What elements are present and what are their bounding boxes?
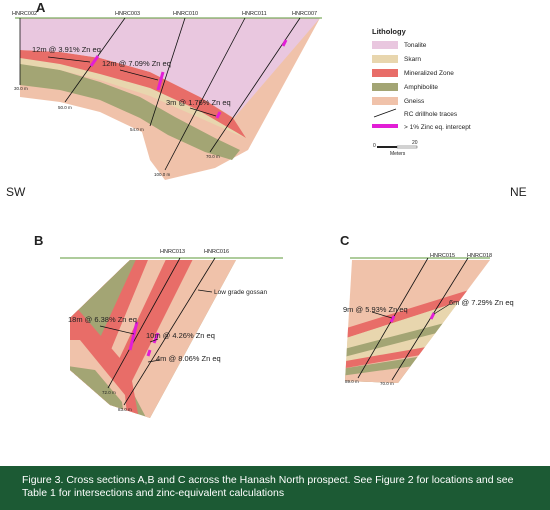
drillhole bbox=[149, 17, 186, 127]
drillhole bbox=[391, 257, 469, 381]
hole-name: HNRC018 bbox=[467, 253, 492, 259]
hole-name: HNRC007 bbox=[292, 11, 317, 17]
scale-unit: Meters bbox=[390, 151, 406, 157]
leader bbox=[197, 289, 213, 293]
hole-name: HNRC011 bbox=[242, 11, 267, 17]
legend-item: Amphibolite bbox=[404, 84, 438, 91]
intercept-label: 3m @ 1.76% Zn eq bbox=[166, 98, 231, 107]
intercept-label: 9m @ 5.93% Zn eq bbox=[343, 305, 408, 314]
hole-name: HNRC003 bbox=[115, 11, 140, 17]
intercept bbox=[152, 332, 160, 344]
legend-item: RC drillhole traces bbox=[404, 111, 458, 118]
legend-swatch bbox=[372, 124, 398, 128]
drillhole bbox=[164, 17, 246, 171]
skarn bbox=[20, 56, 246, 138]
legend-title: Lithology bbox=[372, 27, 407, 36]
leader bbox=[149, 338, 159, 343]
panel-label: C bbox=[340, 233, 350, 248]
hole-name: HNRC016 bbox=[204, 249, 229, 255]
intercept bbox=[281, 39, 288, 47]
tonalite bbox=[20, 18, 320, 118]
intercept-label: 10m @ 4.26% Zn eq bbox=[146, 331, 215, 340]
scale-label: 20 bbox=[412, 140, 418, 146]
depth: 70.0 m bbox=[380, 381, 394, 386]
legend-item: Skarn bbox=[404, 56, 421, 63]
intercept bbox=[389, 315, 396, 323]
legend-item: Mineralized Zone bbox=[404, 70, 454, 77]
intercept-label: 6m @ 7.29% Zn eq bbox=[449, 298, 514, 307]
drillhole bbox=[107, 257, 181, 389]
hole-name: HNRC002 bbox=[12, 11, 37, 17]
drillhole bbox=[123, 257, 216, 406]
section-c: C HNRC015 HNRC018 9m @ 5.93% Zn eq 6m @ … bbox=[340, 233, 514, 386]
scale-label: 0 bbox=[373, 143, 376, 149]
leader bbox=[99, 325, 135, 335]
leader bbox=[119, 69, 159, 81]
panel-label: A bbox=[36, 0, 46, 15]
hole-name: HNRC010 bbox=[173, 11, 198, 17]
depth: 70.0 m bbox=[206, 154, 220, 159]
scale-segment bbox=[396, 145, 418, 149]
mineralized bbox=[345, 282, 490, 340]
hole-name: HNRC015 bbox=[430, 253, 455, 259]
amphibolite bbox=[20, 62, 240, 160]
depth: 50.0 m bbox=[58, 105, 72, 110]
hole-name: HNRC013 bbox=[160, 249, 185, 255]
intercept bbox=[89, 55, 100, 67]
depth: 83.0 m bbox=[118, 407, 132, 412]
section-b: B HNRC013 HNRC016 18m @ 6.38% Zn eq 10m … bbox=[34, 233, 283, 418]
intercept-label: 12m @ 3.91% Zn eq bbox=[32, 45, 101, 54]
leader bbox=[147, 359, 161, 363]
legend-swatch bbox=[372, 83, 398, 91]
legend-swatch bbox=[373, 108, 397, 118]
leader bbox=[47, 56, 91, 63]
legend-item: > 1% Zinc eq. intercept bbox=[404, 124, 471, 131]
mineralized bbox=[20, 50, 246, 138]
intercept-label: 18m @ 6.38% Zn eq bbox=[68, 315, 137, 324]
intercept bbox=[146, 349, 152, 357]
scale-bar: 0 20 Meters bbox=[373, 140, 418, 157]
intercept-label: 12m @ 7.09% Zn eq bbox=[102, 59, 171, 68]
direction: SW bbox=[6, 185, 26, 199]
leader bbox=[371, 311, 393, 319]
annotation: Low grade gossan bbox=[214, 289, 268, 296]
direction: NE bbox=[510, 185, 527, 199]
scale-segment bbox=[377, 146, 397, 148]
legend: Lithology Tonalite Skarn Mineralized Zon… bbox=[372, 27, 471, 131]
depth: 89.0 m bbox=[345, 379, 359, 384]
legend-swatch bbox=[372, 55, 398, 63]
leader bbox=[433, 303, 451, 315]
intercept bbox=[215, 111, 222, 119]
depth: 30.0 m bbox=[14, 86, 28, 91]
section-a: A HNRC002 HNRC003 HNRC010 HNRC011 HNRC00… bbox=[12, 0, 322, 180]
intercept bbox=[128, 321, 139, 351]
legend-swatch bbox=[372, 97, 398, 105]
panel-label: B bbox=[34, 233, 43, 248]
depth: 72.0 m bbox=[102, 390, 116, 395]
intercept bbox=[156, 71, 165, 91]
caption: Figure 3. Cross sections A,B and C acros… bbox=[0, 466, 550, 510]
leader bbox=[189, 107, 217, 117]
intercept-label: 4m @ 8.06% Zn eq bbox=[156, 354, 221, 363]
intercept bbox=[429, 312, 436, 320]
legend-item: Gneiss bbox=[404, 98, 425, 105]
legend-swatch bbox=[372, 69, 398, 77]
sections: A HNRC002 HNRC003 HNRC010 HNRC011 HNRC00… bbox=[6, 0, 527, 418]
legend-swatch bbox=[372, 41, 398, 49]
depth: 100.0 m bbox=[154, 172, 171, 177]
legend-item: Tonalite bbox=[404, 42, 427, 49]
depth: 54.0 m bbox=[130, 127, 144, 132]
